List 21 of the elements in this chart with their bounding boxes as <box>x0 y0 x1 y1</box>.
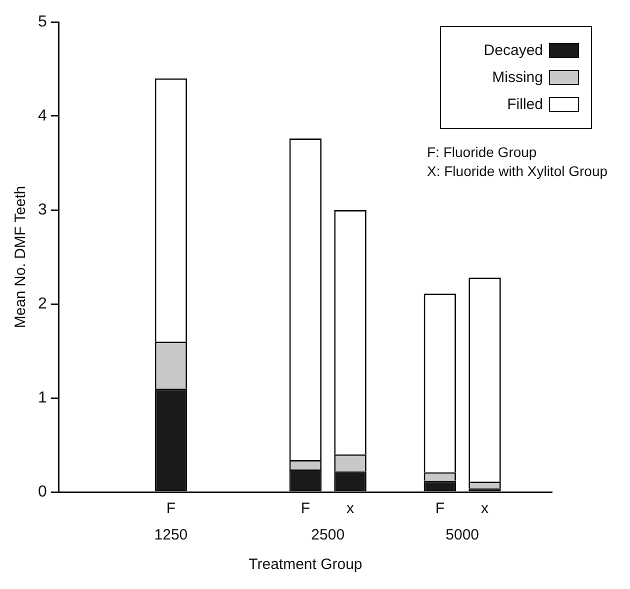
x-tick-label: F <box>166 500 176 518</box>
annotation: F: Fluoride Group <box>427 143 538 162</box>
x-tick-label: F <box>300 500 310 518</box>
y-tick-label: 0 <box>38 483 47 500</box>
legend-label: Decayed <box>484 41 543 61</box>
x-tick-label: x <box>346 500 355 518</box>
legend-label: Missing <box>492 68 543 88</box>
annotation: X: Fluoride with Xylitol Group <box>427 162 609 181</box>
y-tick-label: 5 <box>38 13 47 30</box>
x-tick-label: F <box>435 500 445 518</box>
text: 2500 <box>311 526 345 544</box>
y-tick-label: 2 <box>38 295 47 312</box>
y-tick-label: 1 <box>38 389 47 406</box>
y-axis-title: Mean No. DMF Teeth <box>12 186 30 328</box>
legend-label: Filled <box>507 95 543 115</box>
text: 1250 <box>154 526 188 544</box>
y-tick-label: 3 <box>38 201 47 218</box>
x-tick-label: x <box>481 500 490 518</box>
x-axis-title: Treatment Group <box>248 556 362 574</box>
y-tick-label: 4 <box>38 107 47 124</box>
text: 5000 <box>446 526 480 544</box>
